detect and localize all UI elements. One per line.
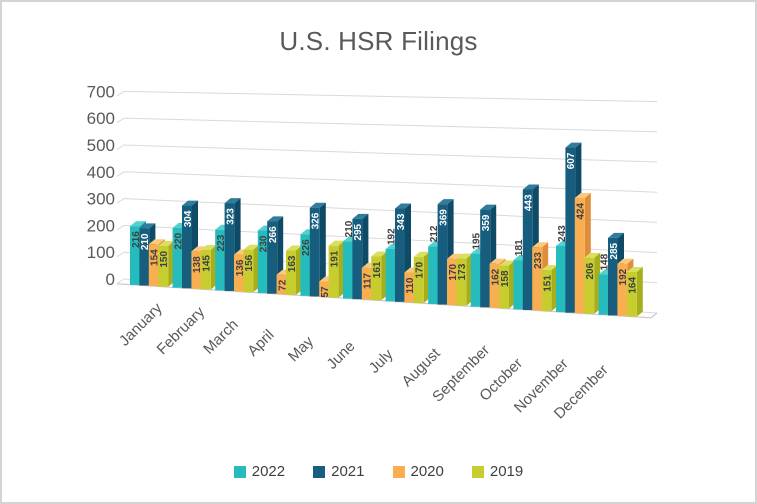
y-axis-label: 700 xyxy=(87,82,115,101)
bar-2021-May xyxy=(309,202,326,297)
bar-value-label: 170 xyxy=(448,263,459,280)
bar-value-label: 110 xyxy=(405,277,416,294)
bar-value-label: 117 xyxy=(363,272,374,289)
gridline-400 xyxy=(116,171,658,193)
legend-swatch-2022 xyxy=(233,465,246,478)
y-axis-label: 300 xyxy=(87,190,115,209)
bar-value-label: 607 xyxy=(566,152,577,169)
x-axis-label-march: March xyxy=(200,316,241,357)
bar-value-label: 170 xyxy=(415,261,426,278)
bar-value-label: 195 xyxy=(472,232,483,249)
legend-label: 2019 xyxy=(489,463,524,480)
bar-value-label: 295 xyxy=(353,223,364,240)
legend-label: 2022 xyxy=(251,463,286,480)
bar-value-label: 173 xyxy=(457,263,468,280)
bar-value-label: 206 xyxy=(585,262,596,279)
bar-value-label: 212 xyxy=(429,225,440,242)
chart-title: U.S. HSR Filings xyxy=(279,26,478,56)
x-axis-label-june: June xyxy=(324,338,359,373)
bar-value-label: 285 xyxy=(609,242,620,259)
x-axis-label-july: July xyxy=(366,346,397,377)
bar-value-label: 233 xyxy=(533,252,544,269)
bar-value-label: 323 xyxy=(225,208,236,225)
bar-value-label: 163 xyxy=(287,255,298,272)
bar-value-label: 151 xyxy=(542,275,553,292)
bar-value-label: 210 xyxy=(344,220,355,237)
bar-value-label: 304 xyxy=(183,210,194,227)
bar-value-label: 266 xyxy=(268,226,279,243)
gridline-600 xyxy=(116,117,658,133)
bar-value-label: 210 xyxy=(140,233,151,250)
y-axis-label: 500 xyxy=(87,136,115,155)
bar-value-label: 148 xyxy=(599,253,610,270)
chart-legend: 2022 2021 2020 2019 xyxy=(2,463,755,480)
bar-value-label: 72 xyxy=(277,279,288,291)
bar-value-label: 369 xyxy=(438,209,449,226)
legend-item-2019: 2019 xyxy=(471,463,524,480)
y-axis-label: 400 xyxy=(87,163,115,182)
x-axis-label-may: May xyxy=(285,333,317,365)
x-axis-label-august: August xyxy=(399,344,445,390)
legend-swatch-2019 xyxy=(471,465,484,478)
bar-value-label: 192 xyxy=(386,228,397,245)
bar-2019-November xyxy=(584,252,601,314)
bar-2019-December xyxy=(626,266,643,317)
chart-floor-edge xyxy=(116,283,658,319)
bar-value-label: 443 xyxy=(524,194,535,211)
gridline-700 xyxy=(116,90,658,103)
y-axis-label: 100 xyxy=(87,243,115,262)
bar-value-label: 145 xyxy=(202,255,213,272)
bar-value-label: 359 xyxy=(481,214,492,231)
bar-value-label: 326 xyxy=(311,212,322,229)
y-axis-label: 200 xyxy=(87,216,115,235)
x-axis-label-april: April xyxy=(244,326,277,359)
gridline-200 xyxy=(116,224,658,254)
bar-value-label: 57 xyxy=(320,286,331,298)
y-axis-label: 0 xyxy=(106,270,115,289)
legend-swatch-2020 xyxy=(392,465,405,478)
legend-item-2021: 2021 xyxy=(313,463,365,480)
bar-value-label: 216 xyxy=(131,231,142,248)
legend-swatch-2021 xyxy=(313,465,326,478)
bar-value-label: 192 xyxy=(618,268,629,285)
bar-value-label: 161 xyxy=(372,261,383,278)
bar-value-label: 162 xyxy=(490,268,501,285)
gridline-300 xyxy=(116,198,658,223)
bar-value-label: 243 xyxy=(557,225,568,242)
bar-value-label: 138 xyxy=(192,256,203,273)
bar-value-label: 154 xyxy=(150,249,161,266)
bar-value-label: 226 xyxy=(301,239,312,256)
bar-value-label: 150 xyxy=(159,251,170,268)
bar-value-label: 164 xyxy=(628,277,639,294)
gridline-500 xyxy=(116,144,658,163)
bar-value-label: 136 xyxy=(235,259,246,276)
bar-value-label: 230 xyxy=(259,235,270,252)
bar-value-label: 191 xyxy=(329,250,340,267)
bar-value-label: 158 xyxy=(500,270,511,287)
bar-value-label: 424 xyxy=(576,203,587,220)
bar-value-label: 220 xyxy=(173,232,184,249)
bar-value-label: 223 xyxy=(216,234,227,251)
legend-item-2022: 2022 xyxy=(233,463,286,480)
bar-value-label: 343 xyxy=(396,213,407,230)
legend-label: 2021 xyxy=(331,463,365,480)
y-axis-label: 600 xyxy=(87,109,115,128)
legend-label: 2020 xyxy=(410,463,444,480)
bar-value-label: 156 xyxy=(244,254,255,271)
bar-value-label: 181 xyxy=(514,239,525,256)
legend-item-2020: 2020 xyxy=(392,463,444,480)
